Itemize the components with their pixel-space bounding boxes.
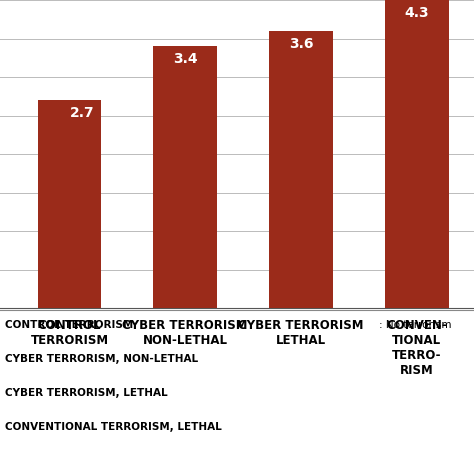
- Text: CYBER TERRORISM, LETHAL: CYBER TERRORISM, LETHAL: [5, 388, 167, 398]
- Text: 3.4: 3.4: [173, 53, 198, 66]
- Text: 3.6: 3.6: [289, 37, 313, 51]
- Bar: [385, 0, 448, 308]
- Text: CONVENTIONAL TERRORISM, LETHAL: CONVENTIONAL TERRORISM, LETHAL: [5, 422, 221, 432]
- Bar: [269, 31, 333, 308]
- Text: 2.7: 2.7: [70, 106, 94, 120]
- Text: CONTROL TERRORISM: CONTROL TERRORISM: [5, 320, 133, 330]
- Text: CYBER TERRORISM, NON-LETHAL: CYBER TERRORISM, NON-LETHAL: [5, 354, 198, 364]
- Bar: [154, 46, 217, 308]
- Text: 4.3: 4.3: [404, 6, 429, 20]
- Bar: [37, 100, 101, 308]
- Text: : No terrorism: : No terrorism: [379, 320, 452, 330]
